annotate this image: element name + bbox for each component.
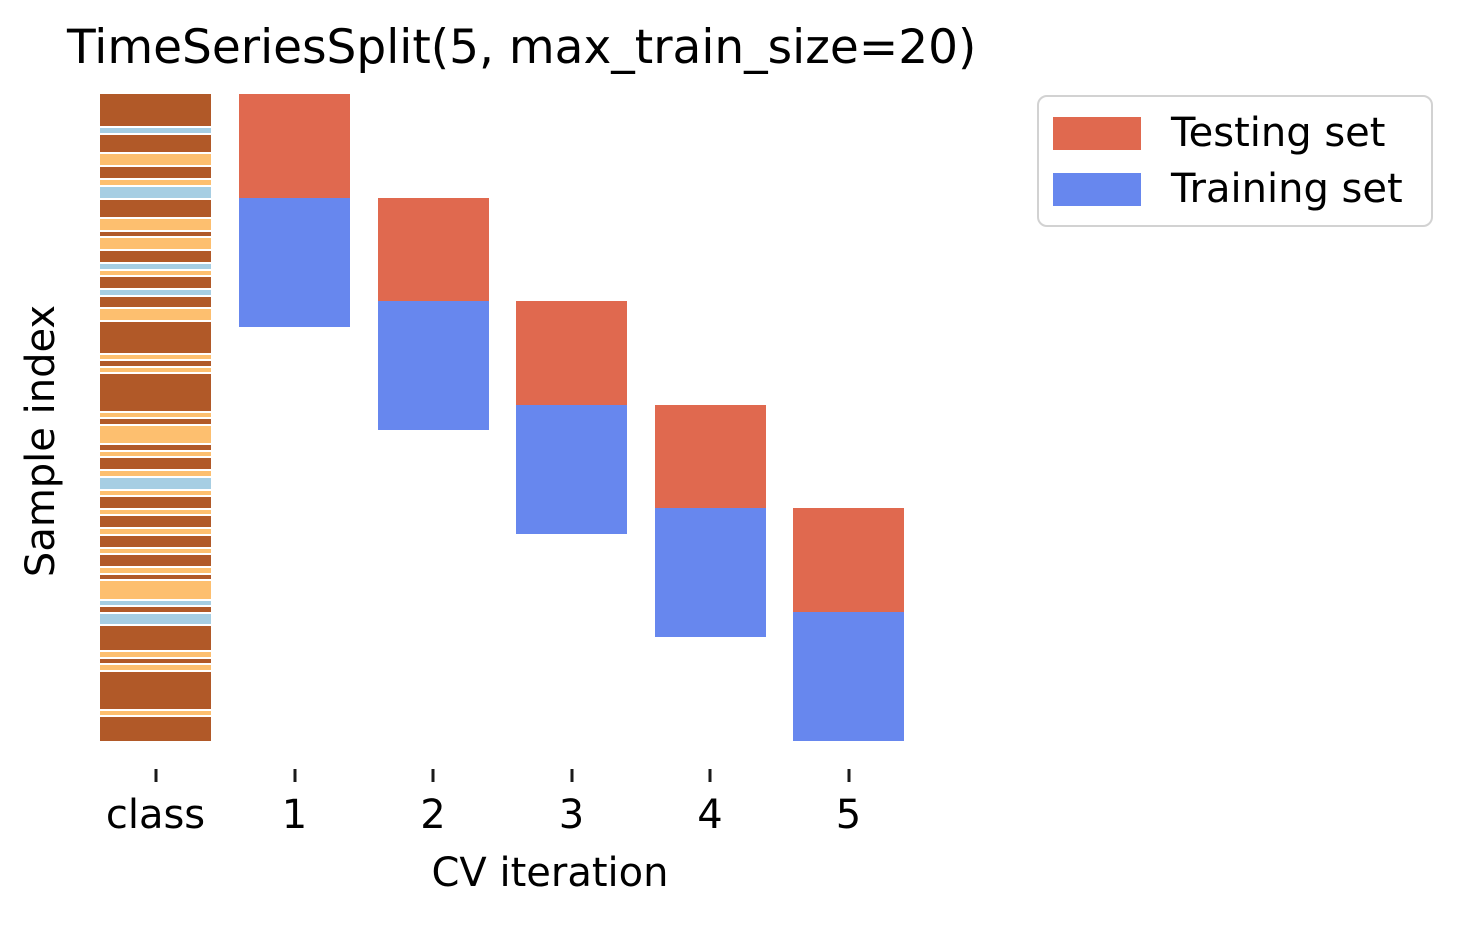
class-stripe [100,262,211,269]
legend-item-testing: Testing set [1053,111,1417,155]
x-tick [154,769,157,782]
class-stripe [100,184,211,198]
class-stripe [100,656,211,664]
x-tick [570,769,573,782]
y-axis-label: Sample index [18,304,64,578]
training-block [654,508,766,638]
class-stripe [100,94,211,127]
class-stripe [100,508,211,515]
class-stripe [100,307,211,321]
training-block [516,404,627,534]
x-tick [847,769,850,782]
class-stripe [100,605,211,612]
class-stripe [100,249,211,263]
class-stripe [100,449,211,457]
class-stripe [100,579,211,599]
legend: Testing set Training set [1037,95,1433,227]
testing-block [239,94,350,198]
class-column [100,94,211,741]
class-stripe [100,624,211,651]
class-stripe [100,456,211,470]
class-stripe [100,236,211,250]
class-stripe [100,715,211,741]
class-stripe [100,572,211,580]
x-tick-label-class: class [105,792,206,838]
class-stripe [100,533,211,547]
class-stripe [100,495,211,508]
class-stripe [100,663,211,670]
testing-block [516,301,627,405]
cv-column-3 [516,0,627,928]
class-stripe [100,294,211,308]
class-stripe [100,268,211,276]
class-stripe [100,475,211,489]
class-stripe [100,320,211,353]
class-stripe [100,216,211,230]
class-stripe [100,359,211,366]
class-stripe [100,514,211,528]
class-stripe [100,417,211,424]
class-stripe [100,165,211,179]
class-stripe [100,197,211,217]
legend-item-training: Training set [1053,167,1417,211]
class-stripe [100,372,211,411]
x-axis-label: CV iteration [431,850,669,896]
class-stripe [100,611,211,625]
class-stripe [100,132,211,153]
class-stripe [100,669,211,709]
cv-column-4 [654,0,766,928]
testing-block [654,404,766,509]
training-block [377,301,489,431]
class-stripe [100,546,211,554]
cv-column-2 [377,0,489,928]
training-set-swatch [1053,172,1141,206]
class-stripe [100,352,211,360]
testing-block [793,508,904,612]
class-stripe [100,126,211,133]
training-block [793,611,904,741]
class-stripe [100,178,211,185]
class-stripe [100,598,211,606]
class-stripe [100,443,211,450]
training-block [239,197,350,327]
class-stripe [100,288,211,295]
x-tick-label-1: 1 [281,792,308,838]
cv-column-1 [239,0,350,928]
cv-column-5 [793,0,904,928]
x-tick [708,769,712,782]
x-tick [431,769,435,782]
class-stripe [100,275,211,289]
testing-set-swatch [1053,116,1141,150]
class-stripe [100,365,211,373]
x-tick-label-5: 5 [835,792,862,838]
class-stripe [100,650,211,657]
chart-title: TimeSeriesSplit(5, max_train_size=20) [67,20,977,75]
x-tick-label-3: 3 [558,792,585,838]
class-stripe [100,152,211,166]
testing-block [377,197,489,302]
class-stripe [100,708,211,715]
x-tick-label-4: 4 [697,792,723,838]
class-stripe [100,423,211,444]
class-stripe [100,488,211,496]
class-stripe [100,410,211,418]
class-stripe [100,566,211,573]
legend-label-testing: Testing set [1171,110,1386,156]
legend-label-training: Training set [1171,166,1403,212]
class-stripe [100,527,211,534]
class-stripe [100,229,211,237]
x-tick [293,769,296,782]
x-tick-label-2: 2 [420,792,446,838]
class-stripe [100,469,211,476]
class-stripe [100,553,211,567]
